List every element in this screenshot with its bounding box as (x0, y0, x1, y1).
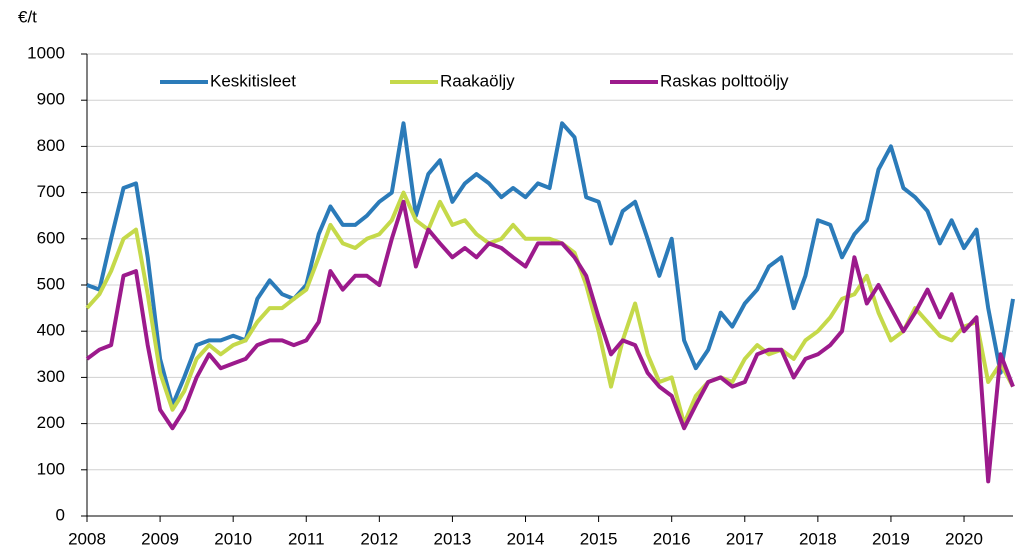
x-tick-label: 2019 (872, 529, 910, 548)
series-line (85, 190, 1015, 426)
y-tick-label: 200 (37, 413, 65, 432)
y-tick-label: 1000 (27, 43, 65, 62)
legend-label: Raskas polttoöljy (660, 71, 789, 90)
y-tick-label: 300 (37, 367, 65, 386)
x-tick-label: 2013 (434, 529, 472, 548)
y-tick-label: 400 (37, 321, 65, 340)
x-tick-label: 2014 (507, 529, 545, 548)
series-line (85, 199, 1015, 484)
y-tick-label: 900 (37, 90, 65, 109)
x-tick-label: 2020 (945, 529, 983, 548)
x-tick-label: 2012 (360, 529, 398, 548)
x-tick-label: 2017 (726, 529, 764, 548)
y-tick-label: 800 (37, 136, 65, 155)
y-tick-label: 100 (37, 459, 65, 478)
y-tick-label: 600 (37, 228, 65, 247)
x-tick-label: 2018 (799, 529, 837, 548)
x-tick-label: 2016 (653, 529, 691, 548)
legend-label: Raakaöljy (440, 71, 515, 90)
x-tick-label: 2008 (68, 529, 106, 548)
legend-label: Keskitisleet (210, 71, 296, 90)
x-tick-label: 2015 (580, 529, 618, 548)
y-axis-label: €/t (18, 7, 37, 26)
y-tick-label: 700 (37, 182, 65, 201)
series-line (86, 121, 1015, 408)
x-tick-label: 2010 (214, 529, 252, 548)
x-tick-label: 2009 (141, 529, 179, 548)
y-tick-label: 500 (37, 274, 65, 293)
x-tick-label: 2011 (288, 529, 325, 548)
y-tick-label: 0 (56, 505, 65, 524)
